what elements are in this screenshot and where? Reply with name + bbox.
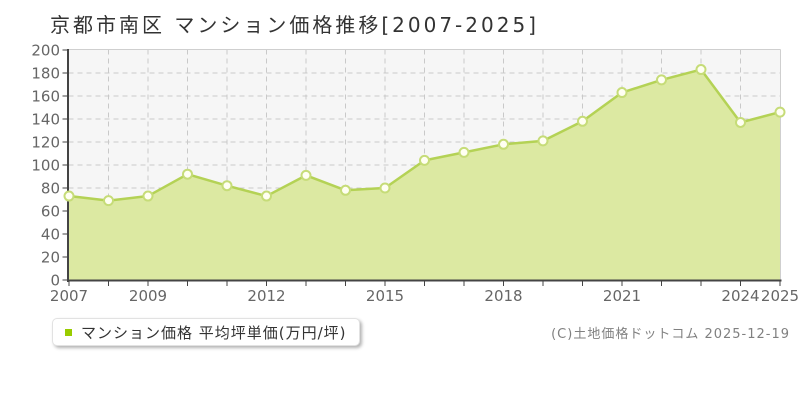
y-axis-label: 80 bbox=[41, 180, 60, 198]
data-point[interactable] bbox=[577, 115, 588, 127]
data-point[interactable] bbox=[261, 190, 272, 202]
y-axis-label: 140 bbox=[31, 111, 60, 129]
x-axis-label: 2021 bbox=[603, 287, 641, 305]
chart-title: 京都市南区 マンション価格推移[2007-2025] bbox=[50, 13, 539, 37]
x-axis-label: 2018 bbox=[484, 287, 522, 305]
y-axis-label: 180 bbox=[31, 65, 60, 83]
data-point[interactable] bbox=[774, 106, 786, 118]
data-point[interactable] bbox=[142, 190, 154, 202]
copyright-text: (C)土地価格ドットコム 2025-12-19 bbox=[551, 327, 790, 342]
data-point[interactable] bbox=[656, 74, 667, 86]
data-point[interactable] bbox=[616, 87, 628, 99]
x-axis-label: 2024 bbox=[721, 287, 759, 305]
price-area-fill bbox=[69, 69, 780, 281]
x-axis-label: 2025 bbox=[761, 287, 799, 305]
data-point[interactable] bbox=[379, 182, 391, 194]
data-point[interactable] bbox=[63, 190, 75, 202]
x-axis-label: 2009 bbox=[129, 287, 167, 305]
y-axis-label: 40 bbox=[41, 226, 60, 244]
legend: マンション価格 平均坪単価(万円/坪) bbox=[52, 318, 360, 346]
data-point[interactable] bbox=[537, 135, 549, 147]
y-axis-label: 20 bbox=[41, 249, 60, 267]
y-axis-label: 200 bbox=[31, 42, 60, 60]
price-trend-chart: 0 20 40 60 80 100 120 140 160 180 200 2007 2009 2012 2… bbox=[31, 42, 799, 306]
data-point[interactable] bbox=[221, 180, 233, 192]
data-point[interactable] bbox=[300, 169, 312, 181]
y-axis-label: 120 bbox=[31, 134, 60, 152]
data-point[interactable] bbox=[340, 184, 351, 196]
x-axis-label: 2015 bbox=[366, 287, 404, 305]
data-point[interactable] bbox=[419, 154, 430, 166]
data-point[interactable] bbox=[458, 146, 470, 158]
y-axis-label: 160 bbox=[31, 88, 60, 106]
data-point[interactable] bbox=[498, 138, 509, 150]
data-point[interactable] bbox=[103, 195, 114, 207]
data-point[interactable] bbox=[182, 168, 193, 180]
data-point[interactable] bbox=[735, 116, 746, 128]
y-axis-label: 60 bbox=[41, 203, 60, 221]
x-axis-label: 2012 bbox=[247, 287, 285, 305]
legend-marker-icon bbox=[65, 328, 72, 336]
y-axis-label: 100 bbox=[31, 157, 60, 175]
x-axis-label: 2007 bbox=[50, 287, 88, 305]
data-point[interactable] bbox=[695, 64, 707, 76]
y-axis-label: 0 bbox=[50, 272, 60, 290]
legend-label: マンション価格 平均坪単価(万円/坪) bbox=[81, 323, 347, 342]
